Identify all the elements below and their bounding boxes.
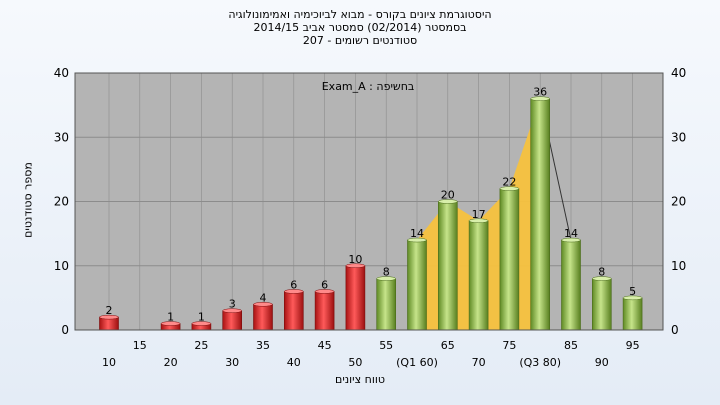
data-label: 1	[167, 311, 174, 324]
bar-top	[438, 199, 458, 204]
bar	[561, 239, 581, 331]
x-tick-label: 65	[441, 339, 455, 352]
chart-title-line-1: היסטוגרמת ציונים בקורס - מבוא לביוכימיה …	[228, 8, 492, 21]
x-tick-label: 75	[502, 339, 516, 352]
bar	[407, 239, 427, 331]
data-label: 14	[410, 227, 424, 240]
x-tick-label: 30	[225, 356, 239, 369]
data-label: 3	[229, 298, 236, 311]
bar	[622, 297, 643, 331]
data-label: 5	[629, 285, 636, 298]
data-label: 4	[260, 291, 267, 304]
bar-top	[253, 302, 273, 307]
data-label: 2	[106, 304, 113, 317]
bar-top	[160, 321, 181, 326]
y-tick-label-left: 20	[54, 195, 69, 209]
y-tick-label-left: 40	[54, 66, 69, 80]
bar-top	[191, 321, 212, 326]
x-tick-label: 55	[379, 339, 393, 352]
bar-top	[530, 96, 550, 101]
data-label: 10	[348, 253, 362, 266]
y-tick-label-left: 10	[54, 259, 69, 273]
x-tick-label: 25	[194, 339, 208, 352]
x-tick-label: 50	[348, 356, 362, 369]
bar	[283, 291, 304, 331]
x-tick-label: 90	[595, 356, 609, 369]
chart-title: היסטוגרמת ציונים בקורס - מבוא לביוכימיה …	[0, 8, 720, 47]
bar-top	[284, 289, 304, 294]
bar-top	[499, 186, 520, 191]
bar	[222, 310, 242, 331]
x-tick-label: 15	[133, 339, 147, 352]
bar-top	[222, 308, 242, 313]
data-label: 1	[198, 311, 205, 324]
bar	[591, 278, 612, 331]
y-tick-label-right: 0	[671, 323, 679, 337]
data-label: 14	[564, 227, 578, 240]
bar	[530, 98, 551, 331]
bar	[468, 220, 489, 331]
bar-top	[99, 314, 119, 320]
bar	[437, 201, 458, 331]
x-tick-label: (Q1 60)	[396, 356, 438, 369]
y-tick-label-left: 0	[61, 323, 69, 337]
x-tick-label: 40	[287, 356, 301, 369]
data-label: 8	[383, 266, 390, 279]
bar-top	[345, 263, 366, 268]
bar-top	[561, 237, 581, 243]
x-tick-label: 35	[256, 339, 270, 352]
data-label: 6	[290, 278, 297, 291]
bar	[376, 278, 397, 331]
y-tick-label-left: 30	[54, 130, 69, 144]
data-label: 36	[533, 86, 547, 99]
y-tick-label-right: 20	[671, 195, 686, 209]
x-tick-label: 45	[318, 339, 332, 352]
bar-top	[622, 295, 643, 301]
y-tick-label-right: 40	[671, 66, 686, 80]
bar	[314, 291, 335, 331]
x-axis-label: טווח ציונים	[335, 373, 385, 386]
chart-title-line-3: סטודנטים רשומים - 207	[302, 34, 418, 47]
data-label: 8	[598, 266, 605, 279]
exam-annotation: בחשיפה : Exam_A	[322, 80, 415, 93]
data-label: 20	[441, 189, 455, 202]
x-tick-label: 70	[472, 356, 486, 369]
x-tick-label: 20	[164, 356, 178, 369]
chart-title-line-2: בסמסטר (02/2014) סמסטר אביב 2014/15	[253, 21, 467, 34]
data-label: 17	[472, 208, 486, 221]
bar	[253, 303, 273, 331]
bar-top	[376, 276, 396, 281]
plot-border	[74, 72, 664, 331]
bar-top	[468, 218, 489, 224]
bar-top	[407, 237, 427, 243]
x-tick-label: 95	[626, 339, 640, 352]
y-tick-label-right: 30	[671, 130, 686, 144]
bar	[345, 265, 366, 331]
y-tick-label-right: 10	[671, 259, 686, 273]
bar	[499, 188, 520, 331]
bar-top	[592, 276, 612, 281]
x-tick-label: 10	[102, 356, 116, 369]
x-tick-label: (Q3 80)	[519, 356, 561, 369]
x-tick-label: 85	[564, 339, 578, 352]
data-label: 22	[502, 176, 516, 189]
bar-top	[314, 289, 335, 294]
data-label: 6	[321, 278, 328, 291]
